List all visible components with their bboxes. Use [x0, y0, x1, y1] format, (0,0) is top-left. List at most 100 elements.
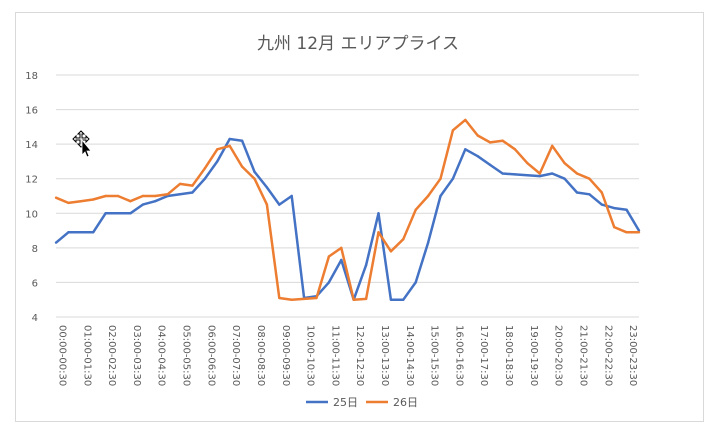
data-point	[79, 199, 83, 203]
data-point	[526, 161, 529, 165]
data-point	[265, 186, 269, 189]
data-point	[228, 137, 231, 141]
x-tick-label: 03:00-03:30	[131, 325, 142, 386]
data-point	[377, 212, 380, 215]
data-point	[352, 298, 355, 301]
data-point	[141, 203, 145, 206]
x-tick-label: 23:00-23:30	[627, 325, 638, 386]
data-point	[402, 238, 405, 241]
data-point	[216, 160, 219, 163]
data-point	[550, 172, 554, 175]
data-point	[526, 174, 529, 177]
data-point	[464, 118, 467, 122]
data-point	[513, 173, 517, 176]
data-point	[550, 144, 554, 148]
y-tick-label: 6	[32, 278, 38, 289]
data-point	[364, 297, 368, 301]
data-point	[488, 141, 492, 144]
x-tick-label: 15:00-15:30	[429, 325, 440, 386]
x-tick-label: 20:00-20:30	[553, 325, 564, 386]
line-chart: 九州 12月 エリアプライス 4 6 8 10 12 14 16 18 00:00-00:30…	[25, 34, 641, 409]
move-cursor-icon	[72, 130, 92, 158]
data-point	[637, 231, 641, 234]
data-point	[166, 193, 169, 196]
data-point	[364, 263, 368, 267]
data-point	[315, 296, 318, 300]
data-point	[439, 194, 442, 198]
data-point	[327, 255, 331, 258]
data-point	[464, 148, 467, 151]
x-tick-label: 09:00-09:30	[280, 325, 291, 386]
data-point	[203, 167, 207, 170]
x-axis-tick-labels: 00:00-00:30 01:00-01:30 02:00-02:30 03:00-0…	[57, 325, 639, 386]
data-point	[290, 194, 293, 198]
data-point	[414, 208, 417, 212]
x-tick-label: 08:00-08:30	[255, 325, 266, 386]
data-point	[389, 298, 393, 301]
data-point	[154, 199, 157, 203]
x-tick-label: 13:00-13:30	[379, 325, 390, 386]
data-point	[240, 139, 244, 142]
data-point	[191, 184, 194, 187]
data-point	[129, 199, 132, 203]
data-point	[501, 139, 504, 142]
x-tick-label: 17:00-17:30	[478, 325, 489, 386]
x-tick-label: 06:00-06:30	[205, 325, 216, 386]
data-point	[513, 148, 517, 151]
data-point	[389, 250, 393, 253]
data-point	[377, 231, 380, 234]
data-point	[79, 231, 83, 234]
data-point	[625, 231, 628, 234]
data-point	[67, 231, 70, 234]
series-line-1	[55, 137, 641, 301]
data-point	[67, 201, 70, 205]
legend-label: 26日	[393, 396, 418, 409]
x-tick-label: 18:00-18:30	[503, 325, 514, 386]
data-point	[488, 163, 492, 167]
data-point	[327, 281, 331, 284]
data-point	[253, 177, 256, 180]
x-tick-label: 02:00-02:30	[106, 325, 117, 386]
data-point	[538, 174, 541, 178]
data-point	[302, 297, 306, 301]
data-point	[278, 296, 281, 300]
data-point	[240, 165, 244, 168]
y-tick-label: 18	[25, 71, 38, 82]
data-point	[451, 129, 455, 132]
y-tick-label: 4	[32, 313, 38, 324]
y-tick-label: 12	[25, 175, 38, 186]
data-point	[191, 191, 194, 194]
data-point	[340, 246, 343, 250]
data-point	[141, 194, 145, 198]
data-point	[588, 193, 591, 196]
x-tick-label: 21:00-21:30	[577, 325, 588, 386]
series-line-2	[55, 118, 639, 301]
data-point	[340, 258, 343, 262]
data-point	[426, 194, 430, 198]
x-tick-label: 04:00-04:30	[156, 325, 167, 386]
data-point	[575, 172, 579, 175]
data-point	[92, 231, 95, 234]
data-point	[216, 148, 219, 151]
data-point	[154, 194, 157, 198]
data-point	[563, 177, 566, 180]
data-point	[439, 177, 442, 180]
data-point	[600, 191, 603, 194]
x-tick-label: 14:00-14:30	[404, 325, 415, 386]
y-tick-label: 8	[32, 244, 38, 255]
x-tick-label: 00:00-00:30	[57, 325, 68, 386]
x-tick-label: 01:00-01:30	[81, 325, 92, 386]
legend: 25日 26日	[306, 396, 418, 409]
data-point	[104, 194, 107, 198]
data-point	[116, 212, 120, 215]
chart-area: 九州 12月 エリアプライス 4 6 8 10 12 14 16 18 00:00-00:30…	[15, 12, 704, 422]
data-point	[54, 196, 58, 199]
data-point	[563, 161, 566, 165]
data-point	[501, 172, 504, 175]
data-point	[612, 225, 616, 229]
data-point	[476, 155, 479, 158]
data-point	[290, 298, 293, 301]
data-point	[451, 177, 455, 180]
data-point	[600, 203, 603, 206]
data-point	[278, 203, 281, 206]
